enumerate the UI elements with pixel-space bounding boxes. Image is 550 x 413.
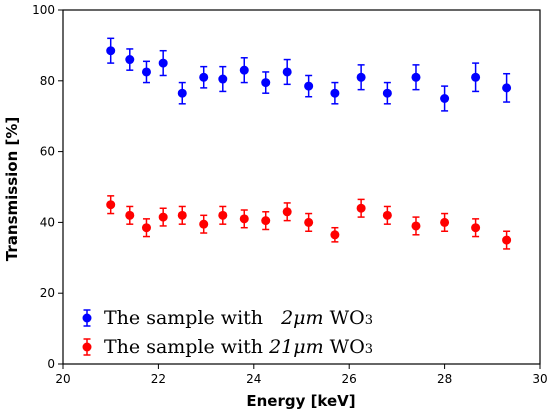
legend-label-thickness: 21: [268, 336, 293, 358]
data-point: [440, 217, 450, 227]
legend-label-subscript: 3: [365, 313, 373, 328]
x-tick-label: 26: [342, 372, 357, 386]
data-point: [282, 67, 292, 77]
data-point: [356, 72, 366, 82]
data-point: [158, 58, 168, 68]
legend-label-text: The sample with: [104, 336, 269, 358]
legend-label-compound: WO: [324, 336, 365, 358]
series-1: [106, 37, 512, 112]
data-point: [330, 88, 340, 98]
data-point: [502, 235, 512, 245]
legend-label-text: The sample with: [104, 307, 269, 329]
y-axis-title: Transmission [%]: [3, 117, 21, 261]
plot-area: [106, 37, 512, 250]
y-tick-label: 40: [40, 215, 55, 229]
data-point: [158, 212, 168, 222]
x-axis: 20 22 24 26 28 30: [55, 364, 548, 386]
data-point: [141, 67, 151, 77]
data-point: [304, 217, 314, 227]
plot-frame: [62, 9, 541, 365]
legend-label: The sample with 21μm WO3: [104, 336, 373, 358]
data-point: [411, 221, 421, 231]
data-point: [304, 81, 314, 91]
data-point: [106, 200, 116, 210]
y-tick-label: 80: [40, 74, 55, 88]
data-point: [261, 78, 271, 88]
x-axis-title: Energy [keV]: [246, 392, 355, 410]
data-point: [106, 46, 116, 56]
data-point: [282, 207, 292, 217]
data-point: [330, 230, 340, 240]
data-point: [218, 74, 228, 84]
data-point: [125, 210, 135, 220]
data-point: [239, 65, 249, 75]
y-tick-label: 60: [40, 145, 55, 159]
data-point: [218, 210, 228, 220]
x-tick-label: 28: [437, 372, 452, 386]
x-tick-label: 24: [246, 372, 261, 386]
data-point: [382, 210, 392, 220]
data-point: [177, 88, 187, 98]
x-tick-label: 30: [532, 372, 547, 386]
legend-marker: [82, 313, 92, 323]
y-axis: 0 20 40 60 80 100: [32, 3, 63, 371]
x-tick-label: 20: [55, 372, 70, 386]
y-tick-label: 20: [40, 286, 55, 300]
data-point: [502, 83, 512, 93]
data-point: [199, 219, 209, 229]
data-point: [239, 214, 249, 224]
data-point: [382, 88, 392, 98]
data-point: [125, 55, 135, 65]
series-2: [106, 195, 512, 250]
legend-label-unit: μm: [293, 336, 323, 358]
data-point: [411, 72, 421, 82]
legend-label-unit: μm: [293, 307, 323, 329]
data-point: [141, 223, 151, 233]
data-point: [471, 223, 481, 233]
y-tick-label: 0: [47, 357, 55, 371]
x-tick-label: 22: [151, 372, 166, 386]
legend-label-compound: WO: [324, 307, 365, 329]
y-tick-label: 100: [32, 3, 55, 17]
data-point: [177, 210, 187, 220]
data-point: [440, 94, 450, 103]
data-point: [199, 72, 209, 82]
legend-marker: [82, 342, 92, 352]
data-point: [261, 216, 271, 226]
legend-label-thickness: 2: [280, 307, 293, 329]
legend-label: The sample with 2μm WO3: [104, 307, 373, 329]
legend-label-subscript: 3: [365, 342, 373, 357]
data-point: [471, 72, 481, 82]
data-point: [356, 203, 366, 213]
